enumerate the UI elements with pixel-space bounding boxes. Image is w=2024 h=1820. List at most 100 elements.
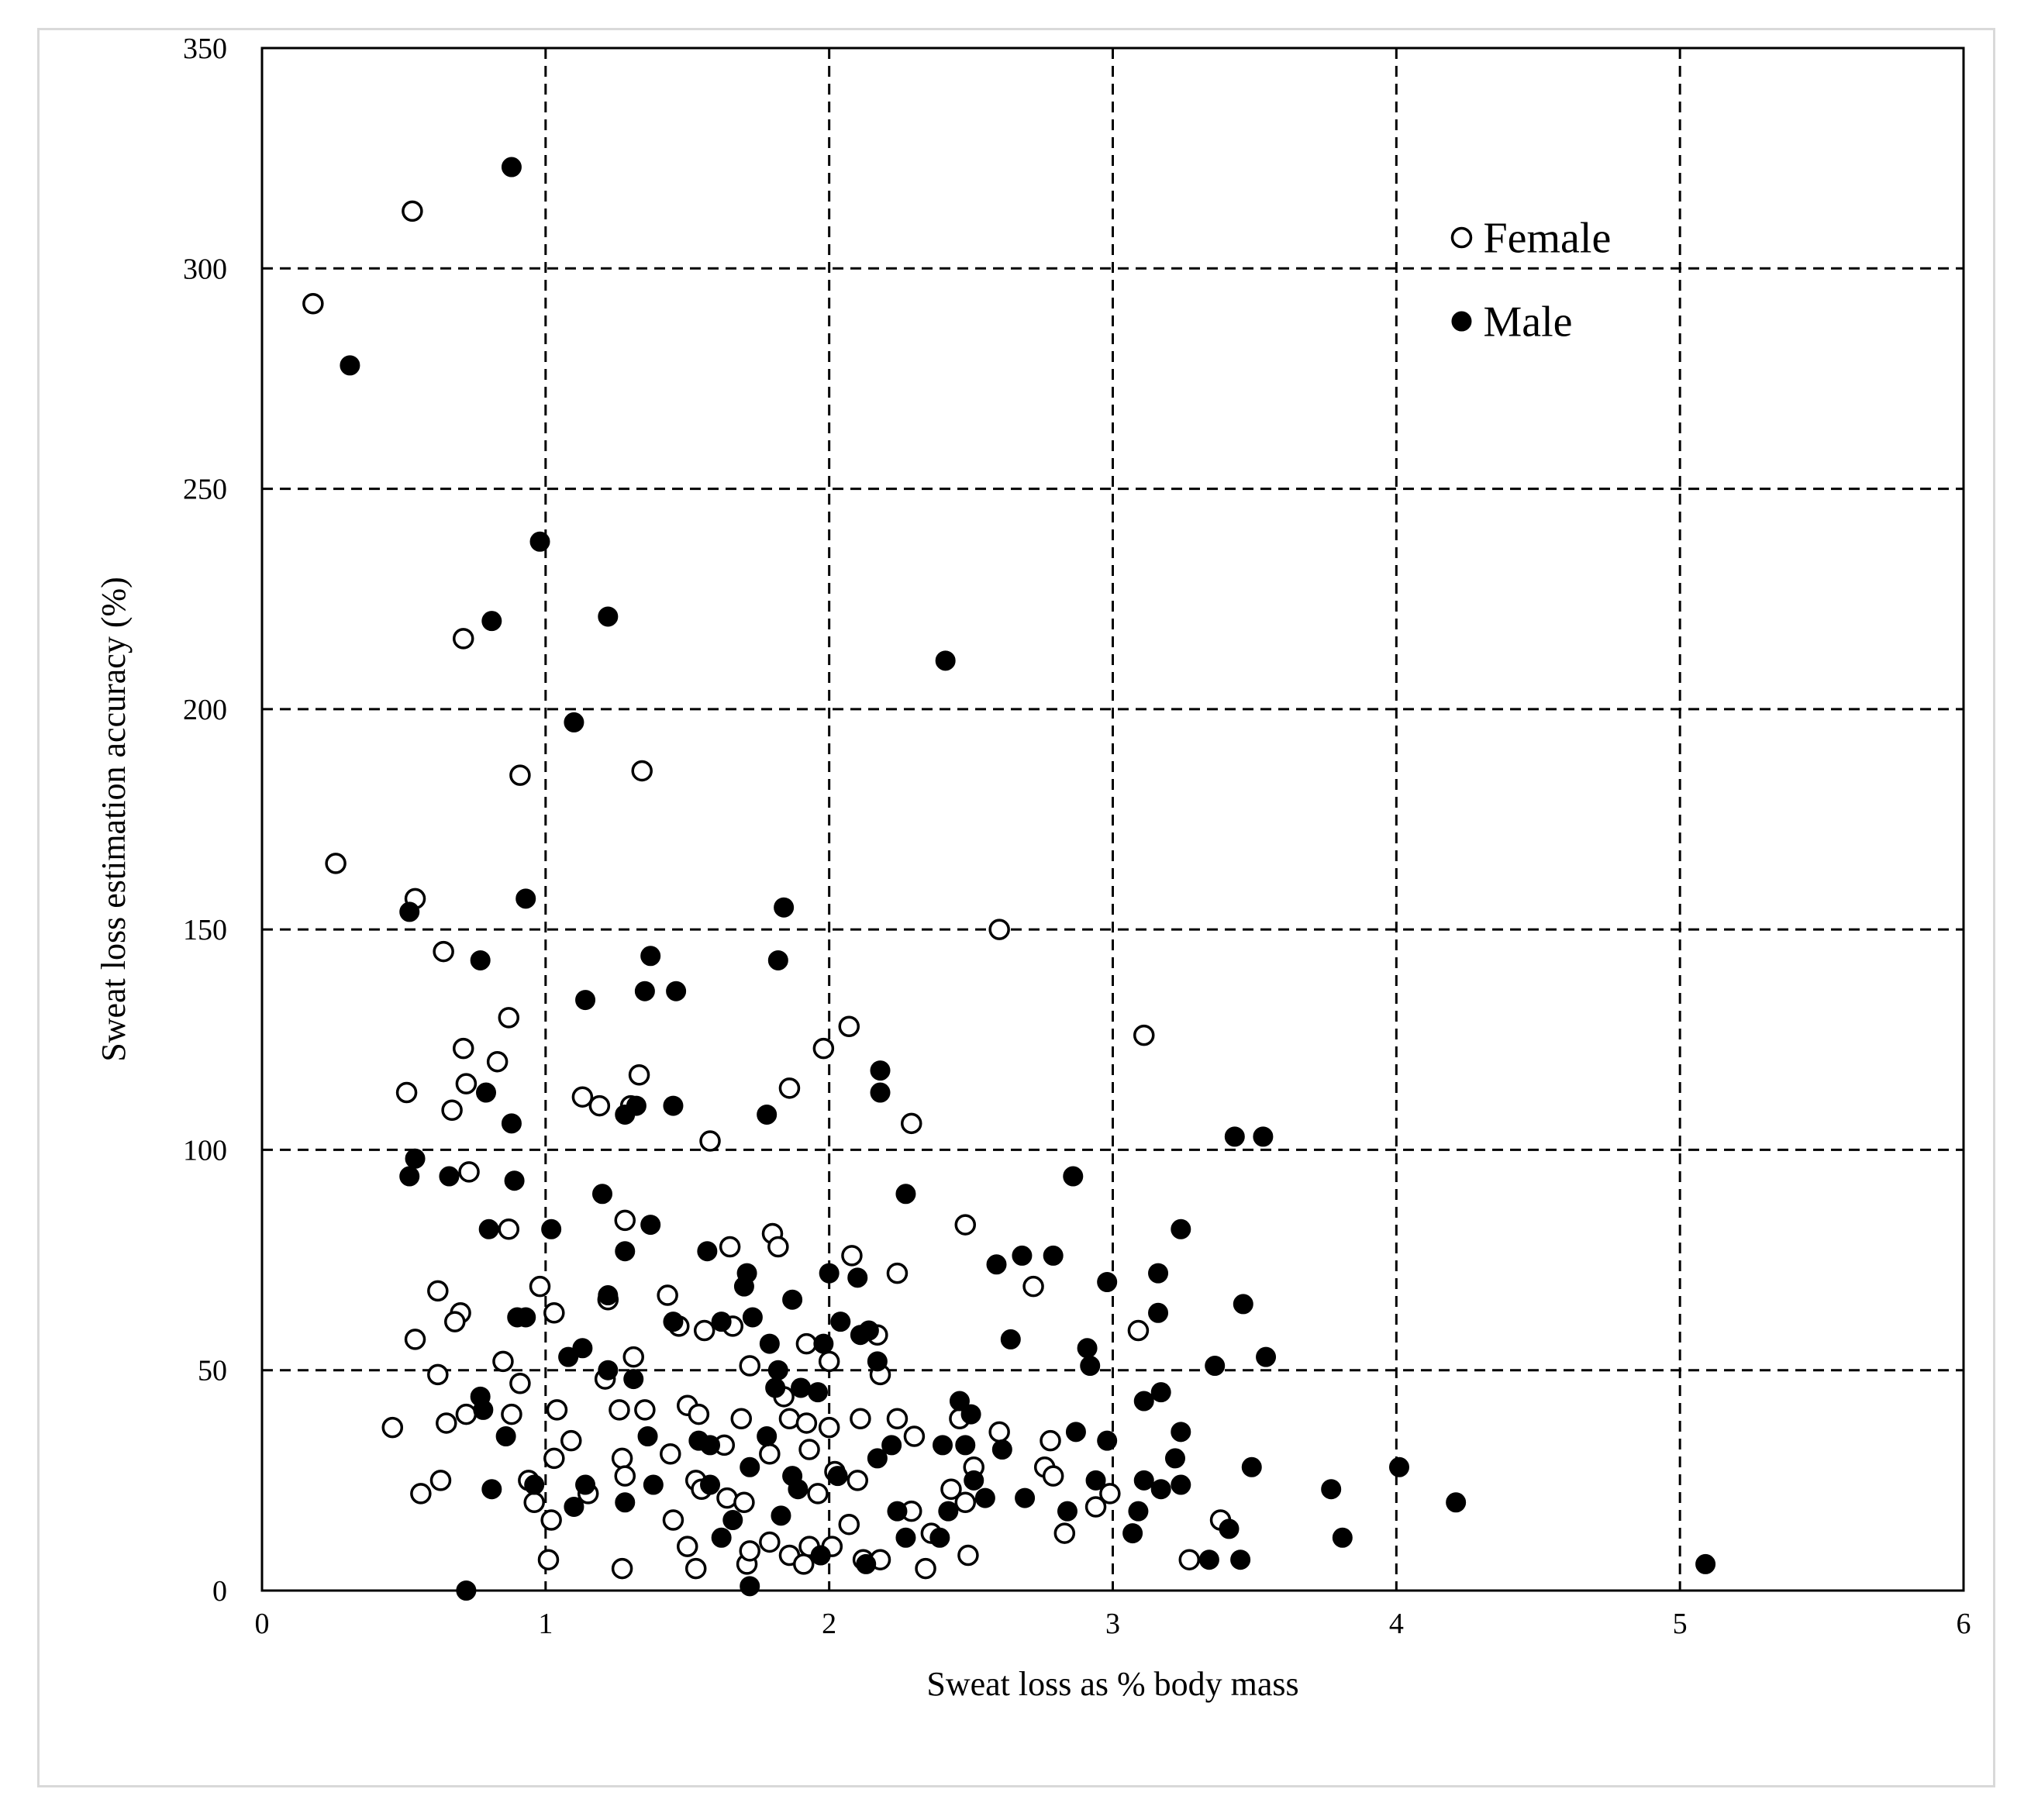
female-point xyxy=(693,1319,715,1342)
male-point xyxy=(791,1377,812,1398)
male-point xyxy=(501,157,522,178)
male-point xyxy=(340,355,360,376)
female-point xyxy=(395,1081,418,1104)
female-point xyxy=(429,1470,452,1491)
female-point xyxy=(1084,1496,1107,1518)
male-point xyxy=(1012,1245,1033,1266)
figure-frame: 0 1 2 3 4 5 6 0 50 100 150 200 250 300 350 Sweat loss … xyxy=(37,28,1995,1787)
male-point xyxy=(1000,1329,1021,1349)
female-point xyxy=(886,1262,909,1284)
female-point xyxy=(634,1399,656,1421)
male-point xyxy=(478,1219,499,1239)
female-point xyxy=(792,1553,815,1575)
female-point xyxy=(455,1403,478,1425)
male-point xyxy=(637,1426,658,1446)
female-point xyxy=(846,1470,868,1491)
male-point xyxy=(895,1527,916,1548)
female-point xyxy=(807,1483,829,1505)
female-point xyxy=(498,1219,520,1240)
male-point xyxy=(1224,1126,1245,1147)
x-tick-label: 4 xyxy=(1389,1608,1404,1640)
male-point xyxy=(1233,1294,1253,1315)
male-point xyxy=(929,1527,950,1548)
female-point xyxy=(850,1408,871,1430)
male-point xyxy=(1133,1391,1154,1412)
male-point xyxy=(495,1426,516,1446)
male-point xyxy=(515,888,536,909)
male-point xyxy=(615,1241,636,1262)
female-point xyxy=(402,200,423,222)
male-point xyxy=(1388,1456,1409,1477)
male-point xyxy=(640,1215,661,1236)
female-point xyxy=(662,1509,684,1531)
female-point xyxy=(455,1073,478,1094)
male-point xyxy=(830,1312,851,1332)
male-point xyxy=(700,1435,721,1456)
female-point xyxy=(838,1015,860,1037)
male-point xyxy=(643,1474,664,1495)
female-point xyxy=(733,1491,755,1514)
female-point xyxy=(543,1302,565,1324)
male-point xyxy=(529,531,550,552)
male-point xyxy=(470,950,491,970)
y-axis-title: Sweat loss estimation accuracy (%) xyxy=(95,577,133,1062)
female-point xyxy=(1099,1483,1121,1505)
female-point xyxy=(1022,1275,1044,1298)
male-point xyxy=(1241,1456,1262,1477)
female-point xyxy=(609,1399,630,1421)
male-point xyxy=(986,1254,1007,1275)
female-point xyxy=(560,1429,582,1452)
male-point xyxy=(991,1439,1012,1460)
male-point xyxy=(827,1466,848,1487)
female-point xyxy=(699,1130,721,1152)
male-point xyxy=(1198,1549,1219,1570)
male-point xyxy=(700,1474,721,1495)
female-point xyxy=(1127,1319,1150,1342)
male-point xyxy=(819,1263,840,1284)
female-point xyxy=(622,1346,644,1368)
male-point xyxy=(847,1267,868,1288)
male-point xyxy=(1150,1382,1171,1403)
female-point xyxy=(529,1275,551,1298)
male-point xyxy=(1148,1302,1169,1323)
female-point xyxy=(957,1544,979,1567)
y-tick-label: 350 xyxy=(183,33,227,65)
male-point xyxy=(733,1276,754,1297)
female-point xyxy=(498,1007,520,1029)
female-point xyxy=(509,1373,531,1394)
male-point xyxy=(1446,1492,1467,1513)
male-point xyxy=(1097,1272,1118,1292)
male-point xyxy=(697,1241,718,1262)
male-point xyxy=(1148,1263,1169,1284)
male-point xyxy=(813,1333,834,1354)
male-point xyxy=(740,1576,760,1597)
male-point xyxy=(711,1527,732,1548)
female-point xyxy=(325,853,347,874)
male-point xyxy=(867,1351,888,1372)
female-point xyxy=(719,1236,741,1258)
male-point xyxy=(1164,1448,1185,1469)
female-point xyxy=(614,1465,636,1487)
x-tick-label: 0 xyxy=(255,1608,270,1640)
female-point xyxy=(915,1557,936,1580)
gridlines xyxy=(262,48,1964,1591)
female-point xyxy=(427,1363,449,1386)
female-point xyxy=(838,1513,860,1536)
female-point xyxy=(571,1086,594,1108)
male-point xyxy=(1133,1470,1154,1491)
y-tick-label: 0 xyxy=(212,1575,227,1608)
male-point xyxy=(504,1170,525,1191)
male-point xyxy=(870,1060,891,1081)
female-point xyxy=(795,1332,818,1355)
male-point xyxy=(1077,1338,1098,1359)
male-point xyxy=(935,650,956,671)
female-point xyxy=(739,1355,760,1377)
male-point xyxy=(399,1166,420,1187)
y-tick-label: 250 xyxy=(183,474,227,506)
female-point xyxy=(436,1412,457,1434)
female-point xyxy=(1053,1522,1076,1544)
male-point xyxy=(598,1360,619,1381)
male-point xyxy=(399,901,420,922)
female-point xyxy=(611,1447,633,1470)
male-point xyxy=(615,1492,636,1513)
